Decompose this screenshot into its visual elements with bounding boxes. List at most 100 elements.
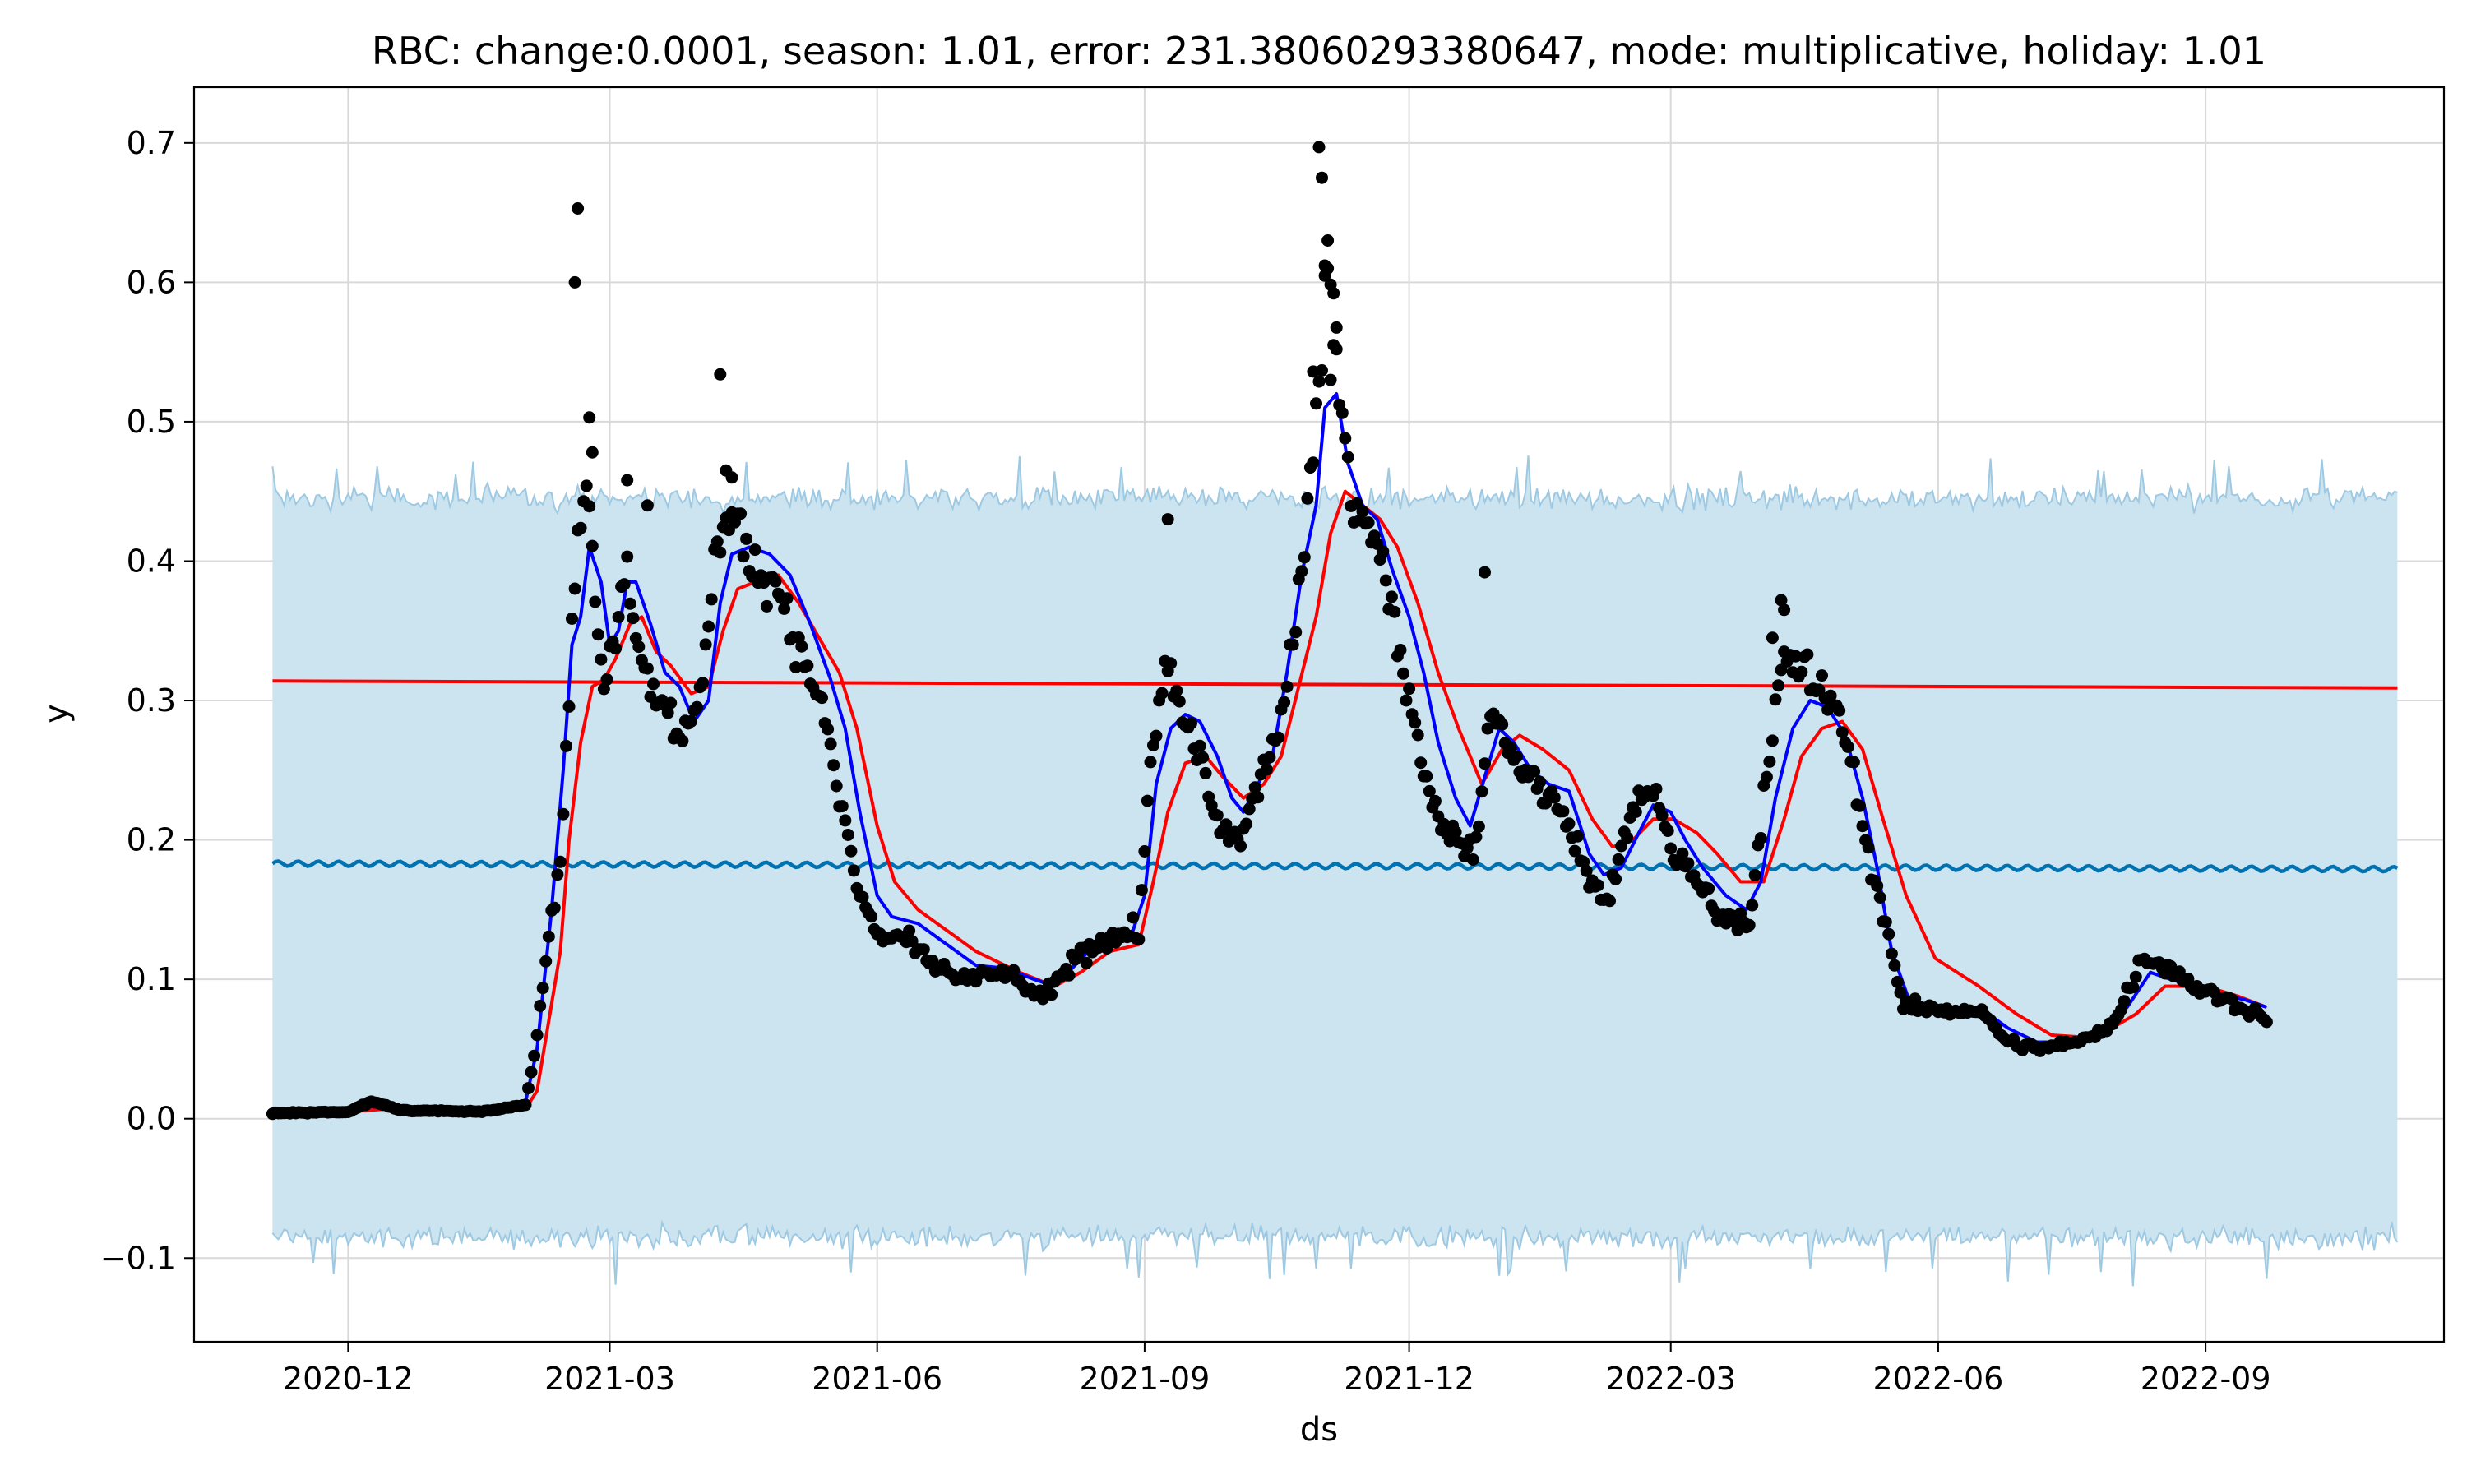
observed-point-363: [1321, 234, 1335, 247]
observed-point-481: [1664, 842, 1678, 855]
observed-point-336: [1243, 802, 1256, 816]
observed-point-131: [647, 677, 660, 691]
observed-point-136: [661, 706, 674, 719]
y-tick-label-8: 0.7: [127, 125, 176, 161]
observed-point-385: [1385, 590, 1398, 603]
observed-point-377: [1362, 516, 1375, 529]
observed-point-182: [795, 640, 808, 653]
observed-outlier-15: [1330, 343, 1343, 356]
y-tick-label-4: 0.3: [127, 682, 176, 719]
observed-point-196: [835, 800, 849, 813]
observed-point-428: [1510, 751, 1523, 764]
observed-point-203: [856, 890, 869, 904]
observed-point-386: [1388, 605, 1401, 618]
observed-outlier-18: [1479, 566, 1491, 579]
observed-point-88: [522, 1082, 535, 1095]
observed-point-390: [1400, 694, 1413, 707]
observed-point-144: [685, 714, 697, 728]
observed-point-558: [1888, 959, 1901, 972]
observed-point-544: [1847, 756, 1860, 769]
observed-point-192: [824, 737, 837, 751]
observed-point-309: [1164, 657, 1178, 670]
observed-point-303: [1147, 738, 1159, 751]
observed-point-90: [528, 1049, 541, 1062]
uncertainty-lower-edge: [271, 1219, 2399, 1287]
observed-point-393: [1409, 716, 1422, 729]
observed-point-383: [1379, 574, 1392, 587]
observed-point-114: [597, 682, 610, 696]
observed-point-542: [1841, 740, 1854, 753]
x-tick-label-5: 2022-03: [1605, 1361, 1736, 1397]
observed-point-413: [1466, 853, 1479, 866]
x-tick-label-6: 2022-06: [1873, 1361, 2004, 1397]
observed-point-184: [801, 659, 814, 673]
observed-point-129: [641, 662, 654, 675]
observed-point-536: [1824, 689, 1837, 702]
observed-point-514: [1760, 770, 1773, 784]
observed-point-301: [1141, 794, 1154, 807]
observed-point-349: [1280, 680, 1294, 693]
observed-point-176: [778, 602, 791, 615]
observed-point-304: [1150, 729, 1163, 742]
observed-point-100: [557, 807, 570, 821]
observed-points-layer: [266, 141, 2273, 1121]
observed-point-394: [1411, 728, 1424, 742]
observed-point-388: [1394, 644, 1407, 656]
observed-point-423: [1496, 718, 1509, 731]
observed-outlier-6: [714, 368, 727, 381]
observed-point-556: [1882, 927, 1895, 941]
observed-point-146: [691, 700, 703, 714]
observed-point-113: [595, 653, 608, 666]
observed-point-104: [568, 582, 581, 595]
observed-point-395: [1414, 756, 1428, 770]
y-tick-label-5: 0.4: [127, 543, 176, 579]
observed-point-296: [1127, 911, 1140, 924]
observed-point-512: [1754, 832, 1767, 844]
x-tick-label-4: 2021-12: [1344, 1361, 1474, 1397]
observed-point-89: [525, 1066, 538, 1079]
observed-point-540: [1835, 726, 1849, 739]
observed-point-518: [1772, 679, 1784, 692]
observed-point-99: [553, 855, 567, 868]
observed-point-555: [1879, 915, 1892, 928]
observed-point-92: [534, 1000, 547, 1012]
trend-line: [272, 679, 2398, 690]
observed-point-400: [1428, 794, 1442, 807]
observed-point-163: [740, 532, 753, 545]
observed-point-98: [551, 868, 564, 881]
observed-point-415: [1472, 820, 1485, 833]
observed-outlier-13: [1321, 261, 1335, 275]
observed-point-466: [1621, 831, 1634, 844]
observed-point-255: [1007, 964, 1021, 977]
observed-point-97: [548, 901, 561, 914]
observed-point-509: [1746, 899, 1759, 912]
observed-point-407: [1449, 825, 1462, 839]
observed-point-686: [2260, 1015, 2273, 1029]
observed-point-637: [2118, 995, 2131, 1008]
observed-point-426: [1504, 742, 1517, 754]
observed-point-87: [519, 1098, 532, 1112]
observed-point-197: [839, 814, 852, 827]
observed-point-359: [1310, 397, 1322, 410]
observed-point-391: [1403, 682, 1416, 696]
observed-outlier-11: [1316, 171, 1328, 184]
observed-point-469: [1629, 806, 1642, 818]
observed-point-487: [1682, 857, 1695, 870]
observed-point-173: [769, 575, 782, 588]
observed-outlier-16: [1307, 365, 1320, 378]
observed-point-110: [586, 539, 599, 552]
observed-point-553: [1873, 891, 1886, 904]
observed-point-328: [1220, 818, 1233, 831]
observed-point-119: [612, 611, 625, 623]
observed-point-219: [903, 924, 916, 937]
observed-point-112: [591, 628, 604, 641]
x-tick-label-7: 2022-09: [2141, 1361, 2271, 1397]
observed-point-456: [1591, 879, 1604, 892]
observed-outlier-20: [1778, 603, 1791, 617]
observed-point-121: [618, 578, 631, 591]
observed-point-268: [1045, 988, 1058, 1001]
observed-point-526: [1795, 665, 1808, 678]
observed-point-154: [714, 546, 727, 559]
observed-point-354: [1295, 565, 1308, 578]
observed-point-516: [1766, 734, 1779, 747]
